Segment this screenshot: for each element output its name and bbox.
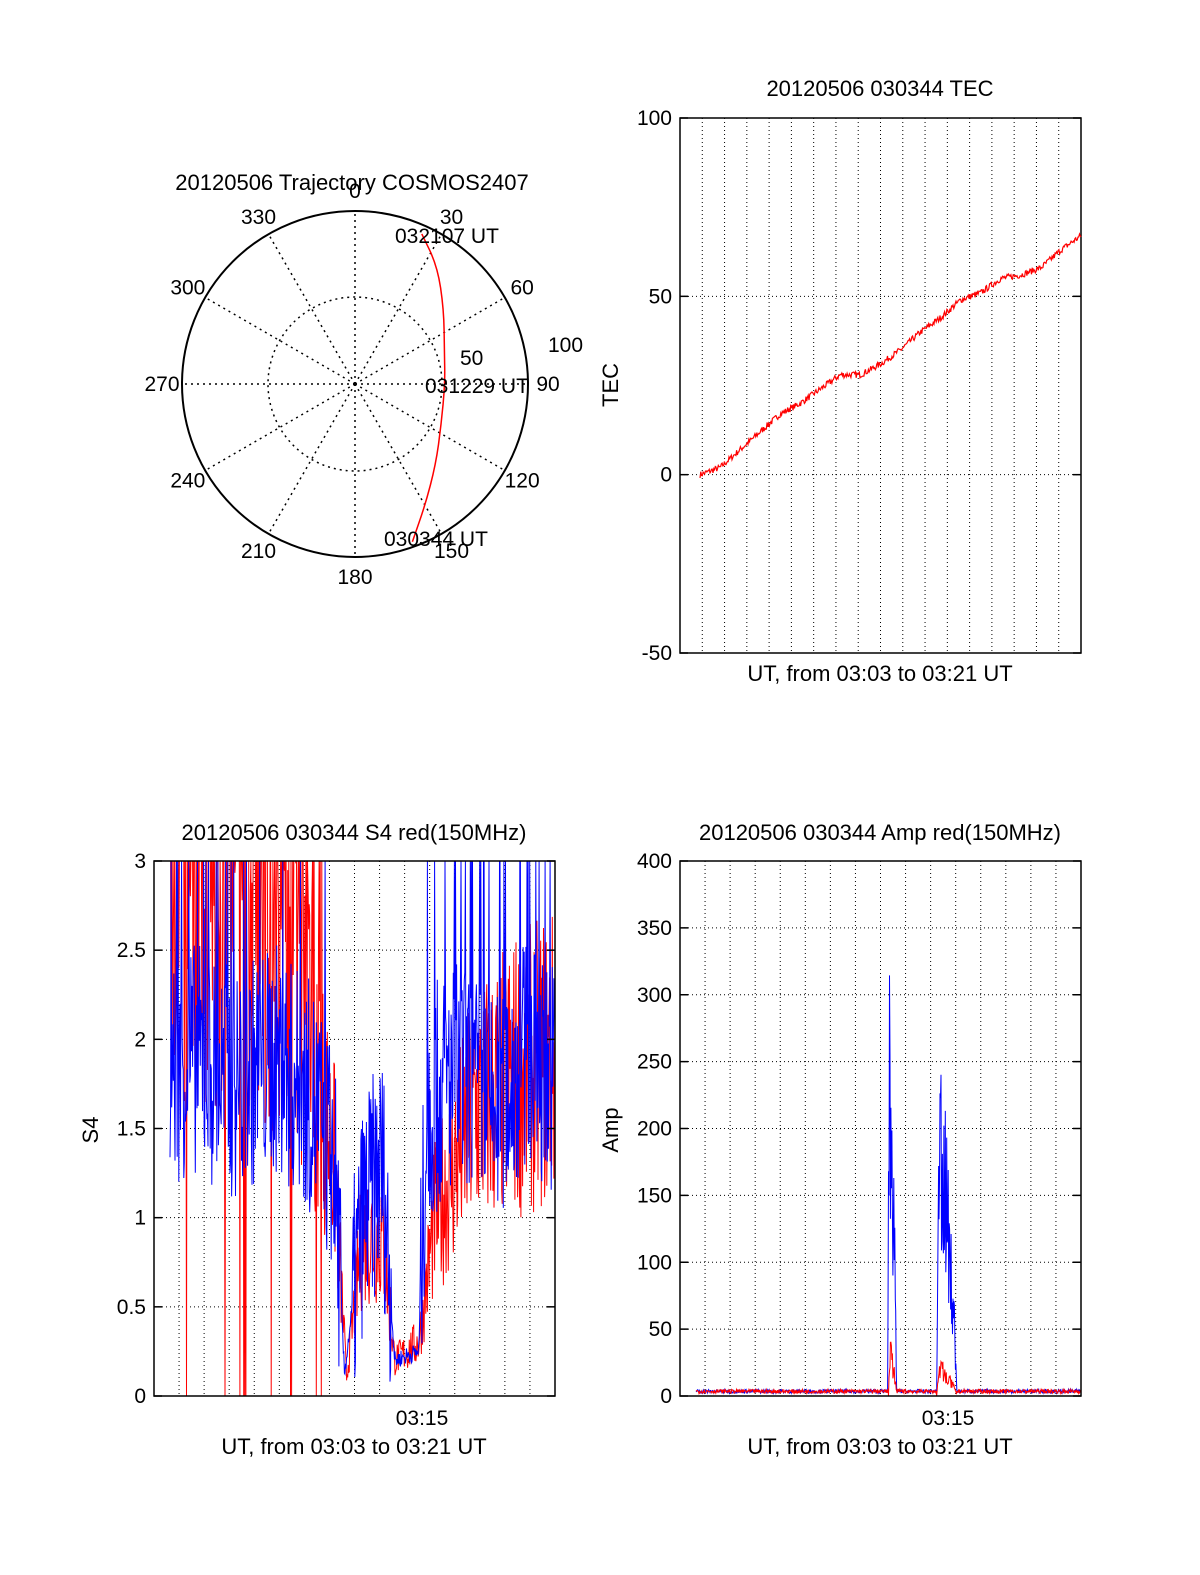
- trajectory-mid-time-label: 031229 UT: [425, 375, 529, 398]
- s4-x-tick-0315: 03:15: [396, 1407, 449, 1430]
- y-tick-label-300: 300: [637, 984, 672, 1007]
- s4-y-ticks: 0 0.5 1 1.5 2 2.5 3: [117, 850, 555, 1408]
- y-tick-label-200: 200: [637, 1118, 672, 1141]
- amp-x-label: UT, from 03:03 to 03:21 UT: [747, 1434, 1012, 1459]
- y-tick-label-100: 100: [637, 1251, 672, 1274]
- polar-spoke-60: [354, 296, 506, 385]
- polar-spokes: [182, 211, 528, 557]
- polar-azimuth-label-240: 240: [170, 470, 205, 493]
- y-tick-label--50: -50: [642, 642, 672, 665]
- y-tick-label-350: 350: [637, 917, 672, 940]
- s4-series: [169, 860, 556, 1397]
- s4-y-label: S4: [78, 1117, 103, 1144]
- polar-azimuth-label-300: 300: [170, 277, 205, 300]
- tec-series-line: [699, 232, 1082, 478]
- polar-spoke-330: [267, 233, 356, 385]
- polar-azimuth-labels: 0 30 60 90 120 150 180 210 240 270 300 330: [144, 180, 559, 589]
- amp-y-label: Amp: [598, 1107, 623, 1152]
- y-tick-label-100: 100: [637, 107, 672, 130]
- polar-azimuth-label-270: 270: [144, 373, 179, 396]
- polar-azimuth-label-120: 120: [505, 470, 540, 493]
- polar-radial-tick-50: 50: [460, 347, 483, 370]
- polar-azimuth-label-60: 60: [510, 277, 533, 300]
- polar-azimuth-label-150: 150: [434, 540, 469, 563]
- y-tick-label-0: 0: [660, 1385, 672, 1408]
- polar-inner-ring: [267, 296, 443, 472]
- y-tick-label-0: 0: [134, 1385, 146, 1408]
- s4-title: 20120506 030344 S4 red(150MHz): [182, 820, 527, 845]
- polar-azimuth-label-0: 0: [349, 180, 361, 203]
- amp-plot: 20120506 030344 Amp red(150MHz) 0 50 100 15…: [598, 820, 1082, 1459]
- amp-blue-series-line: [695, 975, 1082, 1397]
- amp-grid: [680, 861, 1081, 1396]
- y-tick-label-2: 2: [134, 1028, 146, 1051]
- amp-title: 20120506 030344 Amp red(150MHz): [699, 820, 1061, 845]
- y-tick-label-0.5: 0.5: [117, 1296, 146, 1319]
- s4-x-label: UT, from 03:03 to 03:21 UT: [221, 1434, 486, 1459]
- s4-blue-series-line: [169, 860, 556, 1382]
- tec-title: 20120506 030344 TEC: [766, 76, 993, 101]
- polar-spoke-210: [267, 383, 356, 535]
- polar-trajectory-plot: 20120506 Trajectory COSMOS2407 0 30 60 90 12…: [144, 170, 583, 589]
- polar-spoke-300: [204, 296, 356, 385]
- tec-frame: [679, 117, 1082, 654]
- y-tick-label-50: 50: [649, 1318, 672, 1341]
- s4-plot: 20120506 030344 S4 red(150MHz) 0 0.5 1 1.5 2…: [78, 820, 556, 1459]
- y-tick-label-1: 1: [134, 1207, 146, 1230]
- tec-grid: [680, 118, 1081, 653]
- y-tick-label-1.5: 1.5: [117, 1118, 146, 1141]
- polar-spoke-150: [354, 383, 443, 535]
- trajectory-start-time-label: 030344 UT: [384, 528, 488, 551]
- trajectory-line: [411, 233, 446, 542]
- y-tick-label-2.5: 2.5: [117, 939, 146, 962]
- tec-y-ticks: -50 0 50 100: [637, 107, 1081, 665]
- polar-radial-tick-100: 100: [548, 334, 583, 357]
- y-tick-label-3: 3: [134, 850, 146, 873]
- amp-red-series-line: [695, 1341, 1082, 1397]
- y-tick-label-400: 400: [637, 850, 672, 873]
- tec-plot: 20120506 030344 TEC -50 0 50 100 TEC UT, fr…: [598, 76, 1082, 686]
- polar-spoke-240: [204, 383, 356, 472]
- amp-x-tick-0315: 03:15: [922, 1407, 975, 1430]
- amp-y-ticks: 0 50 100 150 200 250 300 350 400: [637, 850, 1081, 1408]
- y-tick-label-0: 0: [660, 464, 672, 487]
- polar-outer-ring: [181, 210, 529, 558]
- polar-azimuth-label-210: 210: [241, 540, 276, 563]
- polar-spoke-120: [354, 383, 506, 472]
- polar-azimuth-label-180: 180: [337, 566, 372, 589]
- tec-x-label: UT, from 03:03 to 03:21 UT: [747, 661, 1012, 686]
- polar-azimuth-label-30: 30: [440, 206, 463, 229]
- y-tick-label-250: 250: [637, 1051, 672, 1074]
- y-tick-label-50: 50: [649, 285, 672, 308]
- tec-y-label: TEC: [598, 363, 623, 407]
- polar-azimuth-label-330: 330: [241, 206, 276, 229]
- polar-title: 20120506 Trajectory COSMOS2407: [175, 170, 528, 195]
- polar-spoke-30: [354, 233, 443, 385]
- trajectory-end-time-label: 032107 UT: [395, 225, 499, 248]
- y-tick-label-150: 150: [637, 1184, 672, 1207]
- polar-azimuth-label-90: 90: [536, 373, 559, 396]
- amp-series: [695, 975, 1082, 1397]
